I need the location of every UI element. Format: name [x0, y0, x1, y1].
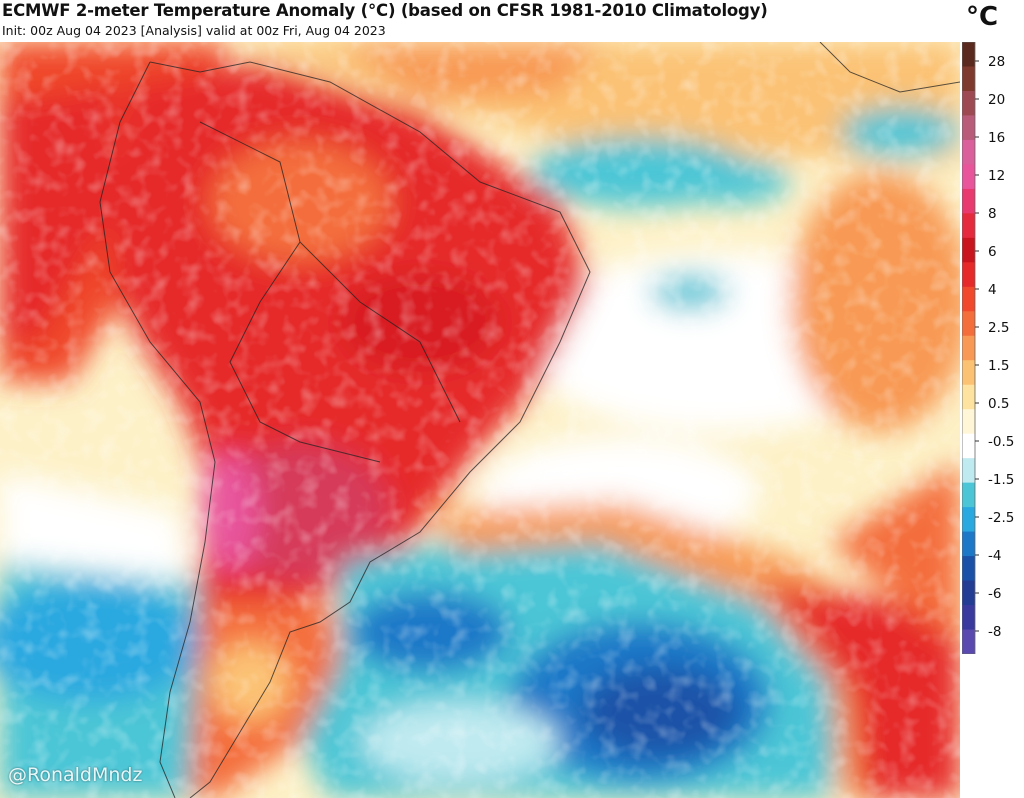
map-subtitle: Init: 00z Aug 04 2023 [Analysis] valid a… [2, 23, 386, 38]
colorbar-tick-label: -4 [988, 548, 1001, 564]
coastlines [99, 42, 960, 798]
colorbar-tick-label: 28 [988, 54, 1005, 70]
colorbar-band [962, 507, 975, 533]
colorbar-band [962, 433, 975, 459]
colorbar-outline [962, 42, 976, 654]
anomaly-map [0, 42, 960, 798]
title-block: ECMWF 2-meter Temperature Anomaly (°C) (… [0, 0, 960, 42]
colorbar-band [962, 629, 975, 654]
colorbar-band [962, 90, 975, 117]
author-credit: @RonaldMndz [8, 764, 143, 786]
colorbar-band [962, 384, 975, 410]
colorbar-band [962, 262, 975, 288]
colorbar-band [962, 482, 975, 508]
colorbar-band [962, 115, 975, 141]
colorbar-band [962, 188, 975, 214]
colorbar-tick-label: 1.5 [988, 358, 1009, 374]
colorbar-band [962, 213, 975, 239]
colorbar-band [962, 335, 975, 361]
colorbar-tick-label: -0.5 [988, 434, 1014, 450]
field-texture [0, 42, 960, 798]
colorbar-tick-label: -2.5 [988, 510, 1014, 526]
colorbar-tick-label: -6 [988, 586, 1001, 602]
colorbar-tick-label: 12 [988, 168, 1005, 184]
map-title: ECMWF 2-meter Temperature Anomaly (°C) (… [2, 1, 768, 20]
colorbar-band [962, 556, 975, 582]
colorbar-tick-label: 8 [988, 206, 997, 222]
colorbar-tick-label: 20 [988, 92, 1005, 108]
colorbar-band [962, 311, 975, 337]
legend-unit: °C [966, 2, 999, 32]
colorbar-band [962, 237, 975, 263]
colorbar-band [962, 580, 975, 606]
colorbar-tick-label: -1.5 [988, 472, 1014, 488]
colorbar-tick-label: 0.5 [988, 396, 1009, 412]
colorbar-band [962, 42, 975, 68]
colorbar-tick-label: 16 [988, 130, 1005, 146]
colorbar-band [962, 531, 975, 557]
colorbar: 28 20 16 12 8 6 4 2.5 1.5 0.5 -0.5 -1.5 -2.5 -4 -6 -8 [962, 42, 1014, 654]
colorbar-tick-label: -8 [988, 624, 1001, 640]
colorbar-band [962, 360, 975, 386]
colorbar-tick-label: 2.5 [988, 320, 1009, 336]
colorbar-tick-label: 6 [988, 244, 997, 260]
colorbar-tick-label: 4 [988, 282, 997, 298]
colorbar-band [962, 139, 975, 165]
colorbar-band [962, 286, 975, 312]
colorbar-band [962, 409, 975, 435]
colorbar-band [962, 605, 975, 631]
colorbar-band [962, 458, 975, 484]
colorbar-band [962, 164, 975, 190]
colorbar-band [962, 66, 975, 92]
